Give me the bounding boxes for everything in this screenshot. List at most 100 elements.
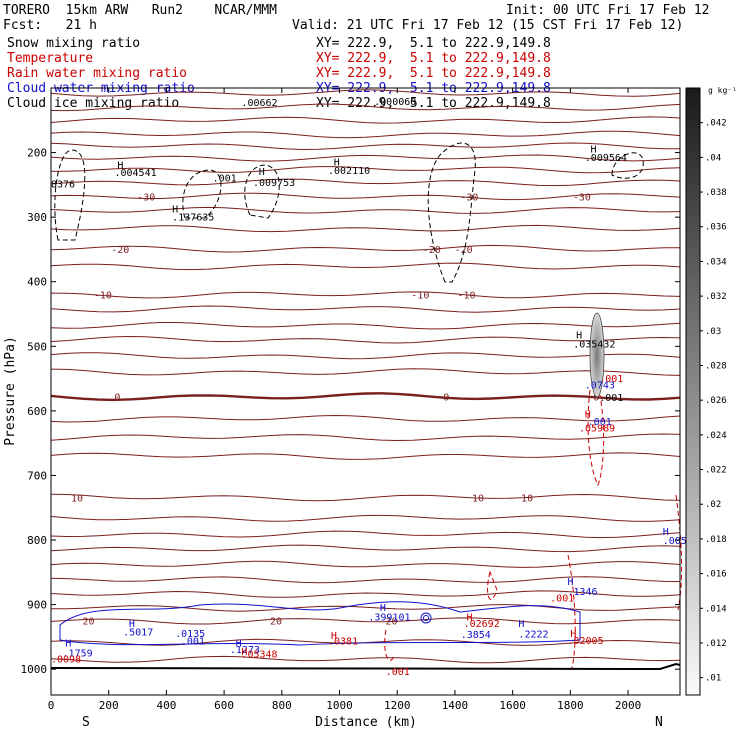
colorbar-tick-label: .026: [705, 396, 727, 406]
y-tick-label: 1000: [21, 663, 48, 676]
isotherm-line: [51, 245, 680, 252]
colorbar-tick-label: .038: [705, 188, 727, 198]
colorbar: .01 .012 .014 .016 .018 .02 .022 .024 .026 .028 .0…: [686, 88, 727, 695]
isotherm-label: -30: [460, 192, 478, 203]
isotherm-line: [51, 90, 680, 97]
x-axis-title: Distance (km): [315, 715, 417, 730]
colorbar-tick-label: .012: [705, 639, 727, 649]
cloud-water-core: [421, 613, 431, 623]
isotherm-label: -10: [457, 291, 475, 302]
y-tick-label: 200: [27, 147, 47, 160]
contour-label: .009753: [253, 178, 295, 189]
isotherm-line: [51, 323, 680, 329]
isotherm-label: -20: [423, 245, 441, 256]
x-tick-label: 2000: [615, 699, 642, 712]
x-end-right: N: [655, 715, 663, 730]
isotherm-label: 10: [71, 493, 83, 504]
contour-label: .05989: [579, 424, 615, 435]
isotherm-line: [51, 577, 680, 583]
isotherm-line: [51, 179, 680, 186]
x-end-left: S: [82, 715, 90, 730]
y-tick-label: 800: [27, 534, 47, 547]
contour-label: .001: [213, 174, 237, 185]
isotherm-label: 0: [114, 393, 120, 404]
colorbar-tick-label: .028: [705, 361, 727, 371]
colorbar-tick-label: .016: [705, 570, 727, 580]
contour-label: .004541: [114, 168, 156, 179]
y-axis-title: Pressure (hPa): [3, 336, 18, 446]
isotherm-line: [51, 353, 680, 359]
isotherm-label: 10: [521, 493, 533, 504]
colorbar-tick-label: .02: [705, 500, 721, 510]
isotherm-line: [51, 605, 680, 612]
isotherm-label: -10: [411, 291, 429, 302]
x-tick-label: 400: [156, 699, 176, 712]
contour-label: .02692: [464, 619, 500, 630]
contour-label: .3854: [461, 630, 491, 641]
colorbar-tick-label: .036: [705, 223, 727, 233]
isotherm-line: [51, 545, 680, 552]
contour-label: .137635: [172, 212, 214, 223]
contour-label: .0743: [585, 380, 615, 391]
rain-contour: [676, 495, 682, 610]
x-tick-label: 1600: [499, 699, 526, 712]
contour-label: .5017: [123, 628, 153, 639]
contour-label: .02005: [567, 636, 603, 647]
y-tick-label: 900: [27, 599, 47, 612]
x-tick-label: 600: [214, 699, 234, 712]
y-tick-label: 700: [27, 469, 47, 482]
isotherm-line: [51, 306, 680, 312]
isotherm-line: [51, 225, 680, 231]
isotherm-label: 10: [472, 493, 484, 504]
contour-label: .002110: [328, 166, 370, 177]
isotherm-label: 0: [443, 393, 449, 404]
x-tick-label: 800: [272, 699, 292, 712]
contour-label: .001: [599, 393, 623, 404]
x-tick-label: 0: [48, 699, 55, 712]
rain-contour: [568, 555, 575, 668]
contour-label: .2222: [518, 630, 548, 641]
isotherm-line: [51, 143, 680, 150]
terrain-line: [51, 664, 680, 669]
contour-label: .001: [550, 593, 574, 604]
contour-label: H: [259, 167, 265, 178]
x-tick-label: 200: [99, 699, 119, 712]
isotherm-line: [51, 515, 680, 521]
isotherm-line: [51, 434, 680, 441]
isotherm-line: [51, 561, 680, 567]
contour-label: .035432: [573, 340, 615, 351]
isotherm-line: [51, 292, 680, 298]
contour-label: .005: [663, 536, 687, 547]
colorbar-tick-label: .03: [705, 327, 721, 337]
x-tick-label: 1400: [442, 699, 469, 712]
isotherm-line: [51, 618, 680, 624]
y-tick-label: 300: [27, 211, 47, 224]
colorbar-tick-label: .01: [705, 674, 721, 684]
contour-label: 8376: [51, 179, 75, 190]
isotherm-line: [51, 131, 680, 138]
contour-label: .0098: [51, 655, 81, 666]
isotherm-line: [51, 369, 680, 376]
colorbar-tick-label: .022: [705, 466, 727, 476]
isotherm-line: [51, 393, 680, 400]
colorbar-tick-label: .034: [705, 257, 727, 267]
rain-contour: [385, 630, 395, 660]
rain-contour: [488, 572, 497, 599]
isotherm-line: [51, 263, 680, 270]
isotherm-label: 20: [270, 617, 282, 628]
contour-label: .001: [181, 637, 205, 648]
isotherm-label: -30: [573, 192, 591, 203]
contour-label: .00662: [241, 98, 277, 109]
isotherm-line: [51, 207, 680, 213]
contour-label: .0381: [328, 637, 358, 648]
contour-label: .05348: [241, 650, 277, 661]
x-tick-label: 1000: [326, 699, 353, 712]
contour-label: .399101: [368, 613, 410, 624]
x-tick-label: 1200: [384, 699, 411, 712]
colorbar-tick-label: .018: [705, 535, 727, 545]
isotherm-line: [51, 453, 680, 460]
contour-label: .009564: [585, 153, 627, 164]
colorbar-tick-label: .04: [705, 153, 721, 163]
y-tick-label: 600: [27, 405, 47, 418]
